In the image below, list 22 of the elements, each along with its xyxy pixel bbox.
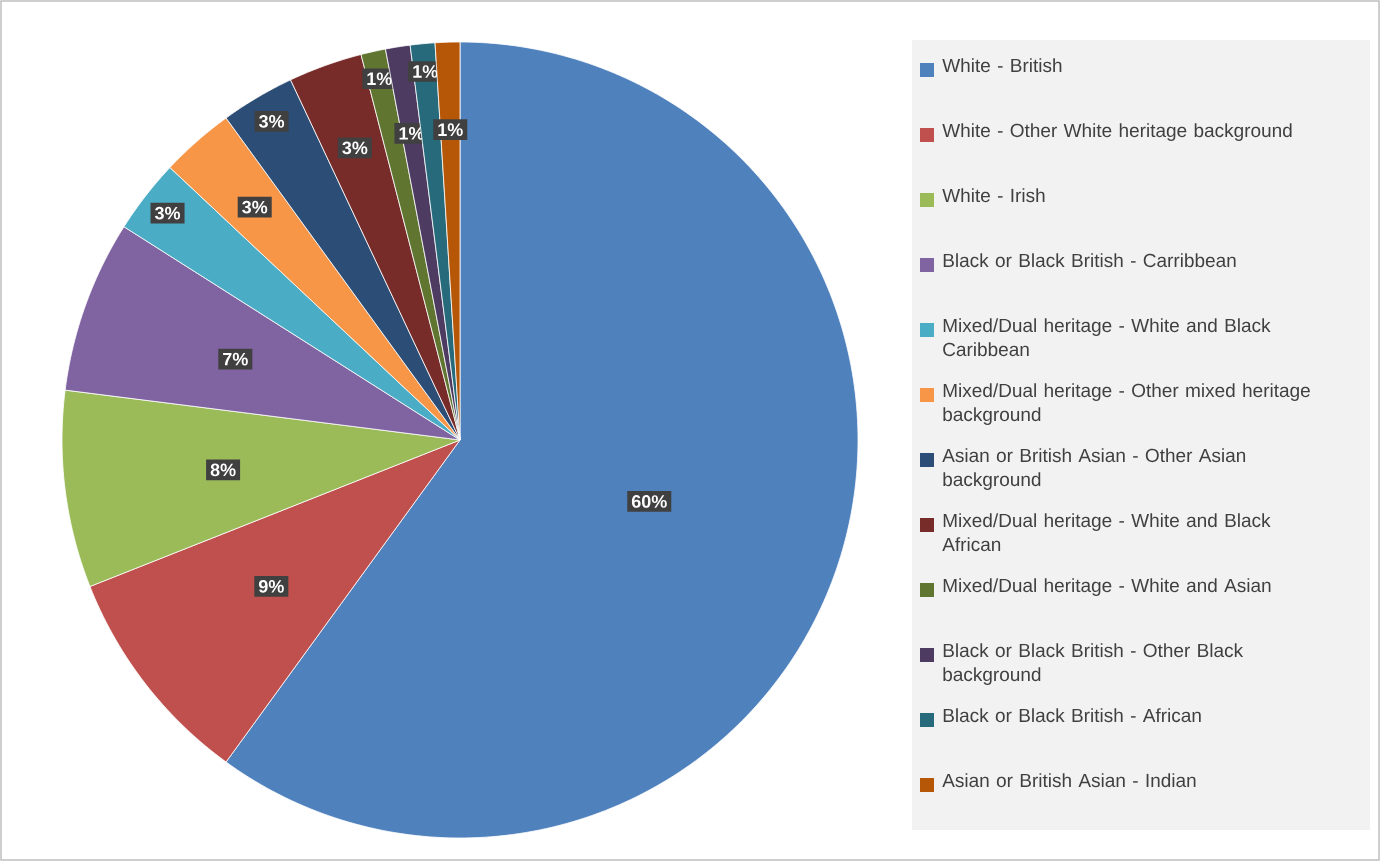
data-label: 1% <box>438 123 463 137</box>
legend-label: Black or Black British - African <box>943 708 1201 723</box>
data-label: 7% <box>223 352 248 366</box>
legend-label: Mixed/Dual heritage - White and Black Caribbean <box>943 318 1271 357</box>
data-label: 3% <box>242 200 268 214</box>
legend-label: Mixed/Dual heritage - White and Black African <box>942 513 1271 552</box>
legend-label: Asian or British Asian - Indian <box>942 773 1196 788</box>
legend-label: Asian or British Asian - Other Asian background <box>942 448 1246 490</box>
data-label: 1% <box>367 72 392 86</box>
legend-label: Black or Black British - Carribbean <box>943 253 1236 268</box>
data-label: 8% <box>210 463 236 477</box>
data-label: 9% <box>258 579 284 593</box>
data-label: 3% <box>342 141 368 155</box>
legend-label: Mixed/Dual heritage - Other mixed heritage background <box>943 383 1310 425</box>
legend-label: Black or Black British - Other Black background <box>943 643 1244 685</box>
data-label: 3% <box>258 115 285 128</box>
data-label: 60% <box>631 495 667 508</box>
data-label: 3% <box>154 206 181 220</box>
legend-label: Mixed/Dual heritage - White and Asian <box>943 578 1271 596</box>
legend-label: White - British <box>942 58 1062 73</box>
legend-label: White - Irish <box>942 188 1045 203</box>
legend-label: White - Other White heritage background <box>942 123 1292 141</box>
